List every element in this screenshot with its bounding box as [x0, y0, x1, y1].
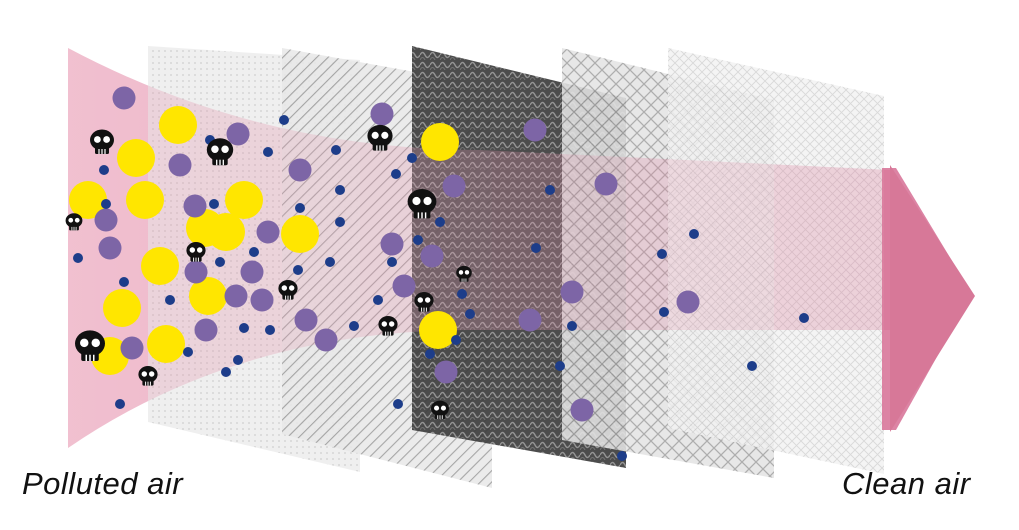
purple-particle [98, 236, 122, 260]
blue-particle [659, 307, 669, 317]
blue-particle [657, 249, 667, 259]
blue-particle [457, 289, 467, 299]
blue-particle [209, 199, 219, 209]
blue-particle [393, 399, 403, 409]
purple-particle [676, 290, 700, 314]
polluted-air-label: Polluted air [22, 466, 184, 501]
blue-particle [249, 247, 259, 257]
particles [69, 86, 809, 461]
purple-particle [94, 208, 118, 232]
yellow-particle [117, 139, 155, 177]
blue-particle [349, 321, 359, 331]
purple-particle [240, 260, 264, 284]
blue-particle [555, 361, 565, 371]
purple-particle [570, 398, 594, 422]
blue-particle [221, 367, 231, 377]
blue-particle [233, 355, 243, 365]
blue-particle [119, 277, 129, 287]
blue-particle [465, 309, 475, 319]
purple-particle [434, 360, 458, 384]
blue-particle [99, 165, 109, 175]
purple-particle [380, 232, 404, 256]
blue-particle [335, 217, 345, 227]
purple-particle [420, 244, 444, 268]
blue-particle [295, 203, 305, 213]
blue-particle [407, 153, 417, 163]
blue-particle [279, 115, 289, 125]
yellow-particle [103, 289, 141, 327]
yellow-particle [207, 213, 245, 251]
yellow-particle [189, 277, 227, 315]
purple-particle [224, 284, 248, 308]
blue-particle [265, 325, 275, 335]
blue-particle [215, 257, 225, 267]
blue-particle [545, 185, 555, 195]
blue-particle [451, 335, 461, 345]
yellow-particle [421, 123, 459, 161]
purple-particle [256, 220, 280, 244]
purple-particle [392, 274, 416, 298]
purple-particle [594, 172, 618, 196]
blue-particle [325, 257, 335, 267]
blue-particle [567, 321, 577, 331]
filter-layer-fine-filter [668, 48, 884, 474]
blue-particle [435, 217, 445, 227]
blue-particle [73, 253, 83, 263]
clean-air-label: Clean air [842, 466, 971, 501]
arrow-tip [890, 165, 975, 432]
blue-particle [101, 199, 111, 209]
blue-particle [331, 145, 341, 155]
yellow-particle [69, 181, 107, 219]
blue-particle [239, 323, 249, 333]
purple-particle [184, 260, 208, 284]
yellow-particle [159, 106, 197, 144]
yellow-particle [225, 181, 263, 219]
purple-particle [168, 153, 192, 177]
purple-particle [183, 194, 207, 218]
purple-particle [294, 308, 318, 332]
blue-particle [617, 451, 627, 461]
purple-particle [370, 102, 394, 126]
blue-particle [689, 229, 699, 239]
purple-particle [442, 174, 466, 198]
blue-particle [413, 235, 423, 245]
air-flow-overlay [68, 48, 890, 448]
blue-particle [747, 361, 757, 371]
blue-particle [531, 243, 541, 253]
blue-particle [165, 295, 175, 305]
purple-particle [523, 118, 547, 142]
yellow-particle [126, 181, 164, 219]
purple-particle [314, 328, 338, 352]
yellow-particle [147, 325, 185, 363]
purple-particle [250, 288, 274, 312]
purple-particle [120, 336, 144, 360]
blue-particle [391, 169, 401, 179]
purple-particle [560, 280, 584, 304]
blue-particle [115, 399, 125, 409]
blue-particle [263, 147, 273, 157]
blue-particle [373, 295, 383, 305]
yellow-particle [419, 311, 457, 349]
blue-particle [183, 347, 193, 357]
yellow-particle [281, 215, 319, 253]
blue-particle [293, 265, 303, 275]
purple-particle [112, 86, 136, 110]
purple-particle [194, 318, 218, 342]
blue-particle [799, 313, 809, 323]
yellow-particle [141, 247, 179, 285]
purple-particle [518, 308, 542, 332]
blue-particle [387, 257, 397, 267]
blue-particle [425, 349, 435, 359]
purple-particle [288, 158, 312, 182]
blue-particle [335, 185, 345, 195]
purple-particle [226, 122, 250, 146]
